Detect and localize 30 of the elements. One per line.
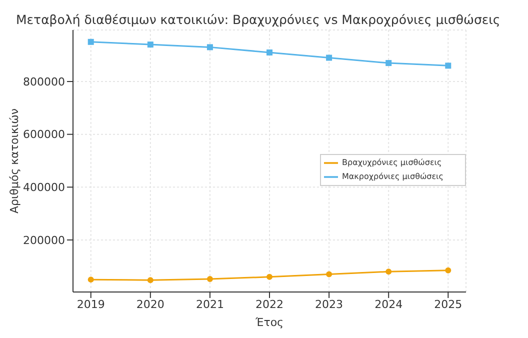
y-tick-label: 200000 xyxy=(23,234,65,247)
point xyxy=(445,267,452,274)
point xyxy=(206,44,213,50)
x-tick-label: 2024 xyxy=(374,298,403,311)
point xyxy=(147,42,154,48)
point xyxy=(326,54,332,61)
y-tick-label: 400000 xyxy=(23,181,65,194)
legend-label: Βραχυχρόνιες μισθώσεις xyxy=(342,158,442,168)
point xyxy=(88,276,94,283)
x-tick-label: 2019 xyxy=(76,298,105,311)
chart-title: Μεταβολή διαθέσιμων κατοικιών: Βραχυχρόνιες vs Μακροχρόνιες μισθώσεις xyxy=(16,12,502,27)
x-tick-label: 2025 xyxy=(434,298,462,311)
point xyxy=(206,276,213,282)
point xyxy=(326,271,332,278)
point xyxy=(147,277,154,284)
point xyxy=(266,274,272,280)
point xyxy=(445,62,452,69)
x-axis-title: Έτος xyxy=(254,316,284,329)
x-tick-label: 2022 xyxy=(256,298,284,311)
y-tick-label: 800000 xyxy=(23,75,65,88)
x-tick-label: 2023 xyxy=(315,298,344,311)
point xyxy=(88,38,94,45)
legend-label: Μακροχρόνιες μισθώσεις xyxy=(342,172,444,182)
y-axis-title: Αριθμός κατοικιών xyxy=(8,108,21,214)
point xyxy=(266,49,272,56)
x-tick-label: 2020 xyxy=(136,298,164,311)
point xyxy=(386,60,392,66)
x-tick-label: 2021 xyxy=(196,298,224,311)
y-tick-label: 600000 xyxy=(23,128,65,142)
point xyxy=(386,268,392,275)
